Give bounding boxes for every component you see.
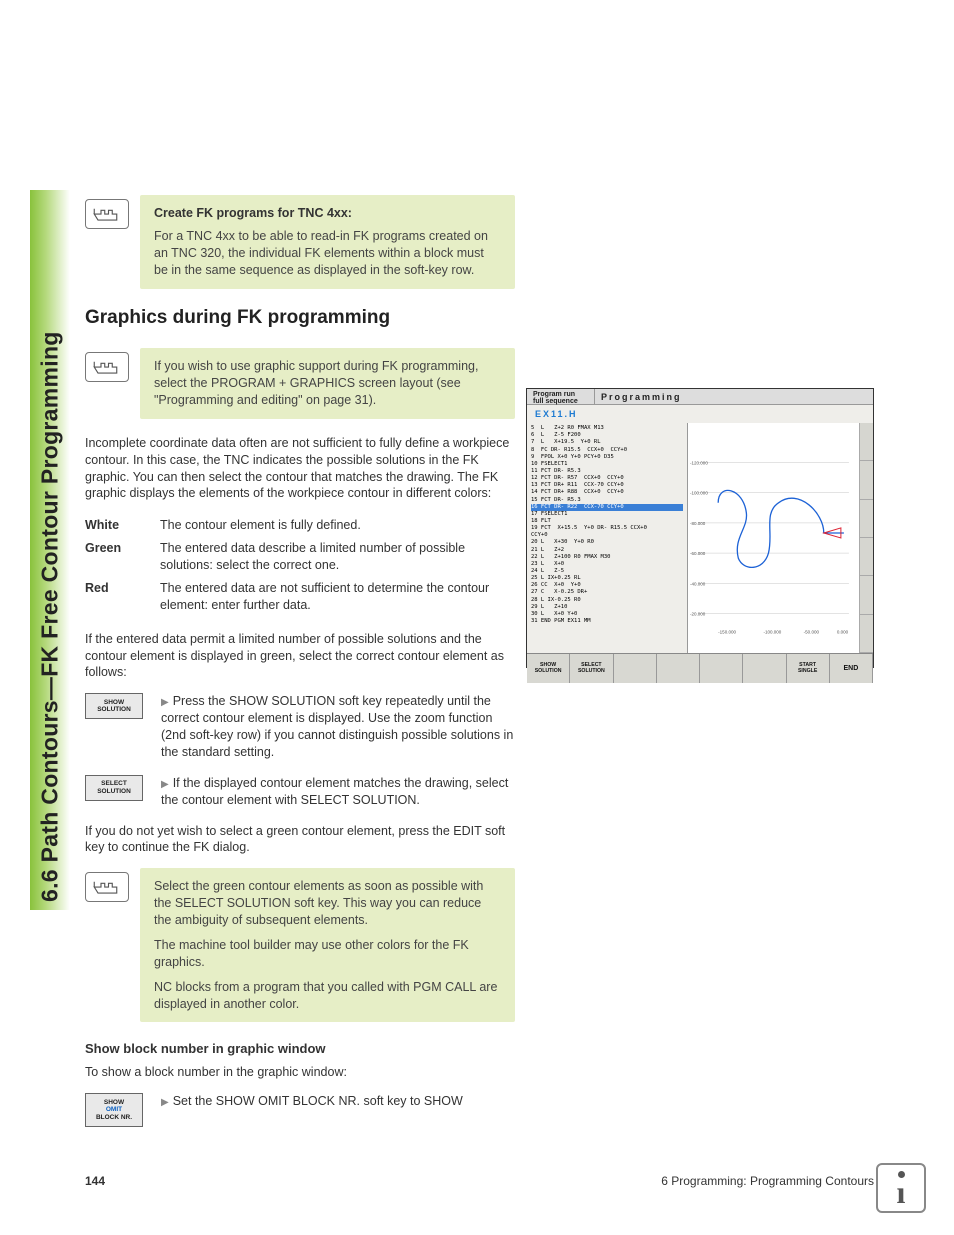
hand-note-icon <box>85 872 129 902</box>
color-key: Green <box>85 537 160 577</box>
softkey-description: ▶Press the SHOW SOLUTION soft key repeat… <box>161 693 515 761</box>
page-number: 144 <box>85 1173 105 1189</box>
note-body: NC blocks from a program that you called… <box>154 979 501 1013</box>
softkey-line: SOLUTION <box>97 788 131 795</box>
screenshot-softkey-row: SHOWSOLUTION SELECTSOLUTION STARTSINGLE … <box>527 653 873 683</box>
softkey-description: ▶Set the SHOW OMIT BLOCK NR. soft key to… <box>161 1093 515 1110</box>
svg-text:-40.000: -40.000 <box>690 581 706 586</box>
softkey-line: SHOW <box>104 1099 124 1106</box>
svg-text:0.000: 0.000 <box>837 630 849 635</box>
svg-text:-50.000: -50.000 <box>804 630 820 635</box>
note-body: If you wish to use graphic support durin… <box>154 358 501 409</box>
color-key: White <box>85 514 160 537</box>
scr-softkey[interactable] <box>700 654 743 683</box>
info-icon: ı <box>876 1163 926 1213</box>
svg-text:-60.000: -60.000 <box>690 551 706 556</box>
softkey-line: SOLUTION <box>97 706 131 713</box>
paragraph: If you do not yet wish to select a green… <box>85 823 515 857</box>
triangle-icon: ▶ <box>161 1097 169 1108</box>
svg-text:-100.000: -100.000 <box>763 630 781 635</box>
softkey-line: BLOCK NR. <box>96 1114 132 1121</box>
note-select-green: Select the green contour elements as soo… <box>140 868 515 1022</box>
screenshot-side-buttons <box>859 423 873 653</box>
scr-softkey[interactable] <box>657 654 700 683</box>
color-definition-table: WhiteThe contour element is fully define… <box>85 514 515 616</box>
screenshot-mode-right: Programming <box>595 389 688 404</box>
softkey-line: SHOW <box>104 699 124 706</box>
section-heading: Graphics during FK programming <box>85 305 515 331</box>
hand-note-icon <box>85 352 129 382</box>
paragraph: Incomplete coordinate data often are not… <box>85 435 515 503</box>
note-body: Select the green contour elements as soo… <box>154 878 501 929</box>
hand-note-icon <box>85 199 129 229</box>
svg-text:-100.000: -100.000 <box>690 491 708 496</box>
softkey-line: OMIT <box>106 1106 122 1113</box>
note-create-fk: Create FK programs for TNC 4xx: For a TN… <box>140 195 515 289</box>
note-body: For a TNC 4xx to be able to read-in FK p… <box>154 228 501 279</box>
scr-softkey[interactable] <box>614 654 657 683</box>
softkey-show-solution[interactable]: SHOW SOLUTION <box>85 693 143 719</box>
color-desc: The entered data are not sufficient to d… <box>160 577 515 617</box>
svg-text:-20.000: -20.000 <box>690 612 706 617</box>
svg-text:-120.000: -120.000 <box>690 461 708 466</box>
tnc-screenshot: Program run full sequence Programming EX… <box>526 388 874 668</box>
scr-softkey[interactable]: SELECTSOLUTION <box>570 654 613 683</box>
color-desc: The entered data describe a limited numb… <box>160 537 515 577</box>
scr-softkey[interactable] <box>743 654 786 683</box>
sub-heading: Show block number in graphic window <box>85 1040 515 1058</box>
note-body: The machine tool builder may use other c… <box>154 937 501 971</box>
scr-softkey[interactable]: END <box>830 654 873 683</box>
note-graphic-support: If you wish to use graphic support durin… <box>140 348 515 419</box>
svg-text:-80.000: -80.000 <box>690 521 706 526</box>
paragraph: To show a block number in the graphic wi… <box>85 1064 515 1081</box>
screenshot-fk-graphic: -120.000 -100.000 -80.000 -60.000 -40.000 -2… <box>687 423 859 653</box>
page-footer: 144 6 Programming: Programming Contours <box>85 1173 874 1189</box>
softkey-select-solution[interactable]: SELECT SOLUTION <box>85 775 143 801</box>
screenshot-mode-left: Program run full sequence <box>527 389 595 404</box>
color-key: Red <box>85 577 160 617</box>
scr-softkey[interactable]: STARTSINGLE <box>787 654 830 683</box>
screenshot-code-listing: 5 L Z+2 R0 FMAX M13 6 L Z-5 F200 7 L X+1… <box>527 423 687 653</box>
triangle-icon: ▶ <box>161 779 169 790</box>
chapter-title: 6 Programming: Programming Contours <box>661 1173 874 1189</box>
softkey-description: ▶If the displayed contour element matche… <box>161 775 515 809</box>
color-desc: The contour element is fully defined. <box>160 514 515 537</box>
scr-softkey[interactable]: SHOWSOLUTION <box>527 654 570 683</box>
note-title: Create FK programs for TNC 4xx: <box>154 205 501 222</box>
softkey-line: SELECT <box>101 780 127 787</box>
screenshot-filename: EX11.H <box>527 405 873 423</box>
triangle-icon: ▶ <box>161 697 169 708</box>
softkey-show-omit-block[interactable]: SHOW OMIT BLOCK NR. <box>85 1093 143 1127</box>
svg-text:-150.000: -150.000 <box>718 630 736 635</box>
paragraph: If the entered data permit a limited num… <box>85 631 515 682</box>
